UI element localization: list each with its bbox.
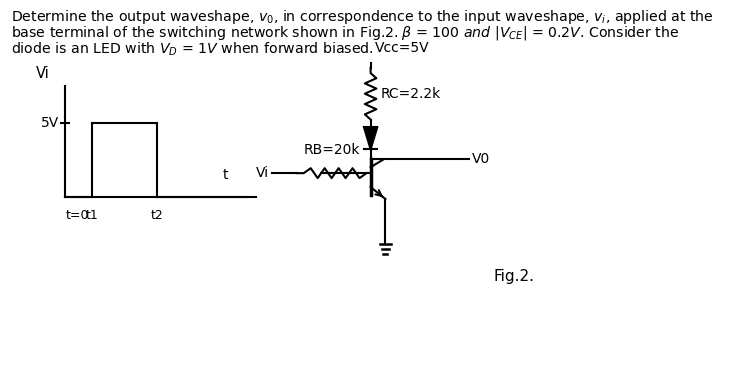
Text: 5V: 5V <box>40 115 59 129</box>
Text: Vi: Vi <box>255 166 269 180</box>
Text: Fig.2.: Fig.2. <box>494 269 535 284</box>
Text: t1: t1 <box>85 209 98 222</box>
Text: RC=2.2k: RC=2.2k <box>380 87 440 101</box>
Text: Determine the output waveshape, $v_0$, in correspondence to the input waveshape,: Determine the output waveshape, $v_0$, i… <box>11 8 714 27</box>
Text: diode is an LED with $V_D$ = 1$V$ when forward biased.: diode is an LED with $V_D$ = 1$V$ when f… <box>11 40 374 57</box>
Polygon shape <box>364 128 377 149</box>
Text: RB=20k: RB=20k <box>303 143 360 157</box>
Text: base terminal of the switching network shown in Fig.2. $\beta$ = 100 $\mathit{an: base terminal of the switching network s… <box>11 24 679 42</box>
Text: Vi: Vi <box>36 66 49 81</box>
Text: t=0: t=0 <box>65 209 89 222</box>
Text: t: t <box>223 168 228 182</box>
Text: t2: t2 <box>151 209 164 222</box>
Text: Vcc=5V: Vcc=5V <box>374 41 429 55</box>
Text: V0: V0 <box>473 152 491 166</box>
